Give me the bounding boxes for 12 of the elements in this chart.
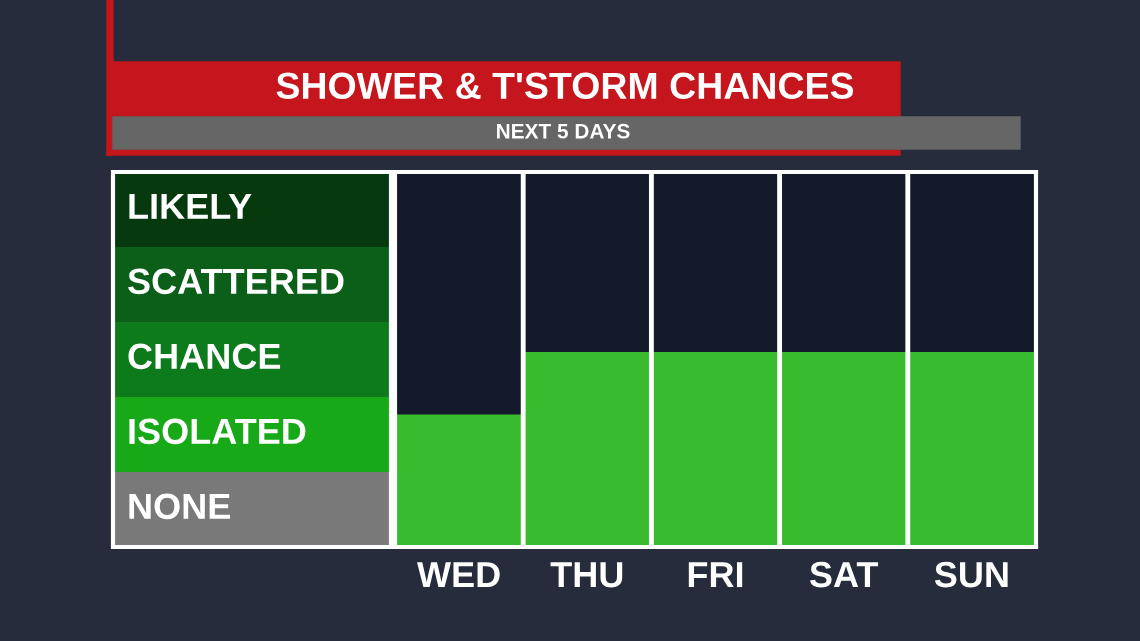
chart-subtitle: NEXT 5 DAYS xyxy=(497,123,630,139)
x-tick-label: SAT xyxy=(809,561,879,588)
x-tick-label: THU xyxy=(550,562,623,588)
text: CHANCE xyxy=(128,343,281,370)
chart-title: SHOWER & T'STORM CHANCES xyxy=(276,72,854,100)
x-tick-label: FRI xyxy=(688,562,743,588)
text: SCATTERED xyxy=(128,268,344,295)
x-tick-label: WED xyxy=(417,562,500,588)
text: LIKELY xyxy=(129,193,252,219)
text: NONE xyxy=(129,493,230,520)
text: ISOLATED xyxy=(129,418,306,445)
x-tick-label: SUN xyxy=(934,561,1008,588)
